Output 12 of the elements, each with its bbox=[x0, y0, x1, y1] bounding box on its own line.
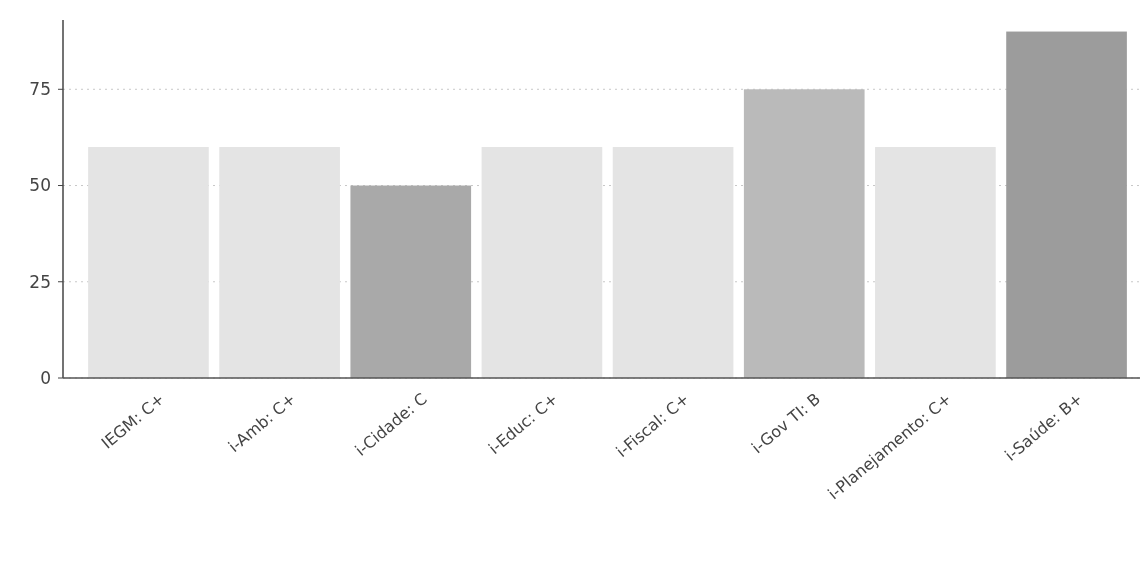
bar bbox=[612, 147, 734, 378]
bar bbox=[350, 185, 472, 378]
y-tick-label: 25 bbox=[29, 271, 51, 292]
bar bbox=[875, 147, 996, 378]
bar bbox=[481, 147, 603, 378]
bar bbox=[743, 89, 865, 378]
y-tick-label: 75 bbox=[29, 79, 51, 100]
y-tick-label: 50 bbox=[29, 175, 51, 196]
bar bbox=[88, 147, 209, 378]
bar bbox=[1006, 31, 1127, 378]
y-tick-label: 0 bbox=[40, 367, 51, 388]
bar bbox=[219, 147, 340, 378]
